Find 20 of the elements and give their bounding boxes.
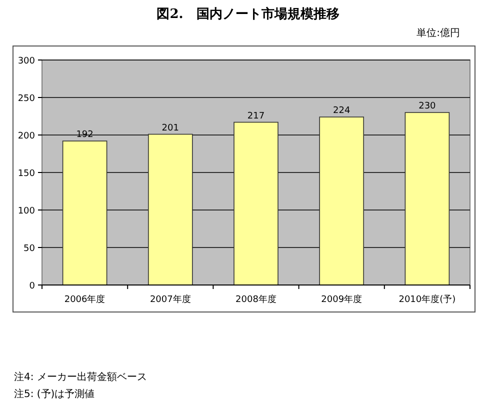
annotation: 注4: メーカー出荷金額ベース — [14, 372, 147, 383]
y-tick-label: 250 — [18, 94, 36, 104]
y-tick-label: 150 — [18, 169, 36, 179]
annotation: 注5: (予)は予測値 — [14, 389, 95, 399]
x-tick: 2008年度 — [236, 295, 276, 305]
x-tick: 2010年度(予) — [398, 295, 456, 305]
y-tick-label: 0 — [29, 282, 36, 292]
annotation: 単位:億円 — [416, 28, 460, 39]
y-tick-label: 50 — [24, 244, 36, 254]
x-tick: 2007年度 — [150, 295, 191, 305]
x-tick: 2009年度 — [321, 295, 362, 305]
data-label: 224 — [333, 106, 350, 116]
y-tick-label: 300 — [18, 56, 36, 66]
data-label: 201 — [162, 123, 179, 134]
x-tick: 2006年度 — [64, 295, 106, 305]
y-tick-label: 100 — [18, 206, 36, 216]
title: 図2. 国内ノート市場規模推移 — [156, 7, 340, 22]
y-tick-label: 200 — [18, 132, 36, 142]
data-label: 217 — [247, 111, 265, 122]
data-label: 230 — [418, 102, 436, 112]
